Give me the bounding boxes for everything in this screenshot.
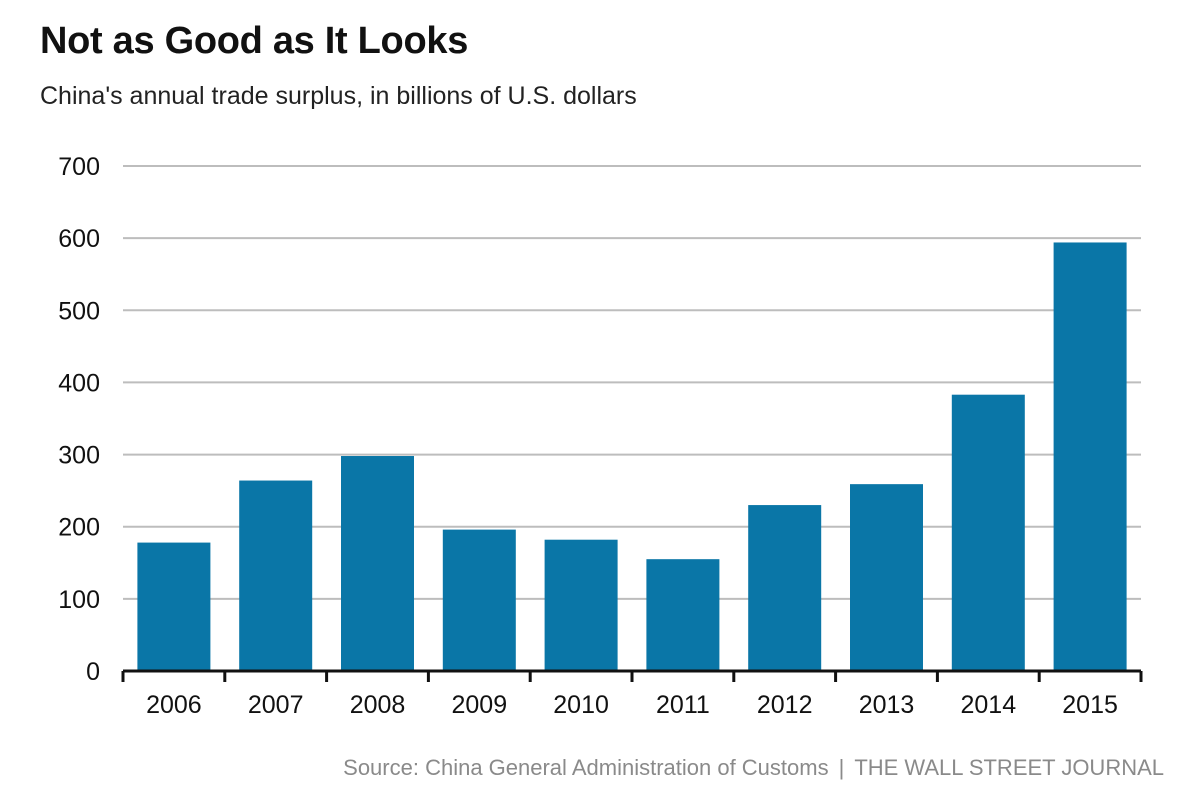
x-tick-label: 2015 <box>1062 691 1118 719</box>
source-label: Source: China General Administration of … <box>343 755 829 780</box>
x-tick-label: 2012 <box>757 691 813 719</box>
publisher-label: THE WALL STREET JOURNAL <box>854 755 1164 780</box>
y-tick-label: 500 <box>58 297 100 325</box>
bar <box>1053 242 1127 671</box>
x-tick-label: 2006 <box>146 691 202 719</box>
chart-subtitle: China's annual trade surplus, in billion… <box>40 82 637 110</box>
bar <box>341 456 414 671</box>
x-tick-label: 2014 <box>960 691 1016 719</box>
x-tick-label: 2010 <box>553 691 609 719</box>
bar <box>442 529 516 671</box>
x-tick-label: 2011 <box>656 691 710 719</box>
y-tick-label: 600 <box>58 225 100 253</box>
bar <box>544 539 618 671</box>
x-tick-label: 2008 <box>350 691 406 719</box>
bar <box>951 394 1025 671</box>
y-tick-label: 0 <box>86 658 100 686</box>
bar <box>748 505 822 671</box>
x-tick-label: 2009 <box>451 691 507 719</box>
chart-title: Not as Good as It Looks <box>40 20 469 62</box>
y-tick-label: 300 <box>58 442 100 470</box>
x-tick-label: 2013 <box>859 691 915 719</box>
bar <box>239 480 313 671</box>
y-tick-label: 100 <box>58 586 100 614</box>
bar <box>646 559 720 671</box>
source-line: Source: China General Administration of … <box>343 755 1164 781</box>
source-separator: | <box>838 755 845 780</box>
y-tick-label: 400 <box>58 369 100 397</box>
bar <box>850 484 923 671</box>
x-tick-label: 2007 <box>248 691 304 719</box>
y-tick-label: 200 <box>58 514 100 542</box>
bar <box>137 542 211 671</box>
y-tick-label: 700 <box>58 153 100 181</box>
